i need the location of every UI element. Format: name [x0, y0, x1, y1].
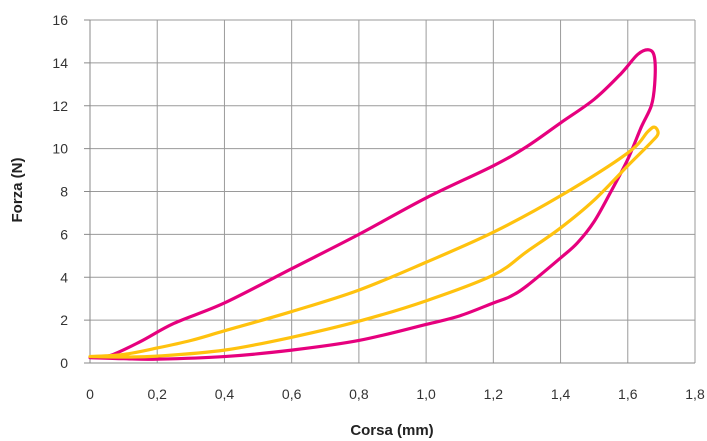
x-tick-label: 1,6 [618, 386, 638, 402]
x-tick-label: 0,2 [147, 386, 167, 402]
y-tick-label: 2 [60, 312, 68, 328]
y-tick-label: 4 [60, 269, 68, 285]
x-tick-label: 0 [86, 386, 94, 402]
x-tick-label: 1,2 [484, 386, 504, 402]
y-tick-label: 14 [52, 55, 68, 71]
x-tick-label: 1,8 [685, 386, 705, 402]
x-tick-label: 0,6 [282, 386, 302, 402]
x-tick-label: 1,0 [416, 386, 436, 402]
y-tick-label: 16 [52, 12, 68, 28]
y-axis-title: Forza (N) [9, 158, 26, 223]
x-tick-labels: 0 0,2 0,4 0,6 0,8 1,0 1,2 1,4 1,6 1,8 [86, 386, 705, 402]
y-tick-label: 8 [60, 184, 68, 200]
x-axis-title: Corsa (mm) [350, 422, 433, 439]
series-line-yellow [88, 125, 660, 359]
grid [90, 19, 696, 363]
x-tick-label: 1,4 [551, 386, 571, 402]
y-tick-label: 12 [52, 98, 68, 114]
y-tick-labels: 0 2 4 6 8 10 12 14 16 [52, 12, 68, 371]
series-group [88, 48, 660, 361]
y-tick-label: 0 [60, 355, 68, 371]
axes [84, 19, 695, 364]
x-tick-label: 0,8 [349, 386, 369, 402]
y-tick-label: 6 [60, 226, 68, 242]
y-tick-label: 10 [52, 141, 68, 157]
x-tick-label: 0,4 [215, 386, 235, 402]
series-line-magenta [88, 48, 657, 361]
